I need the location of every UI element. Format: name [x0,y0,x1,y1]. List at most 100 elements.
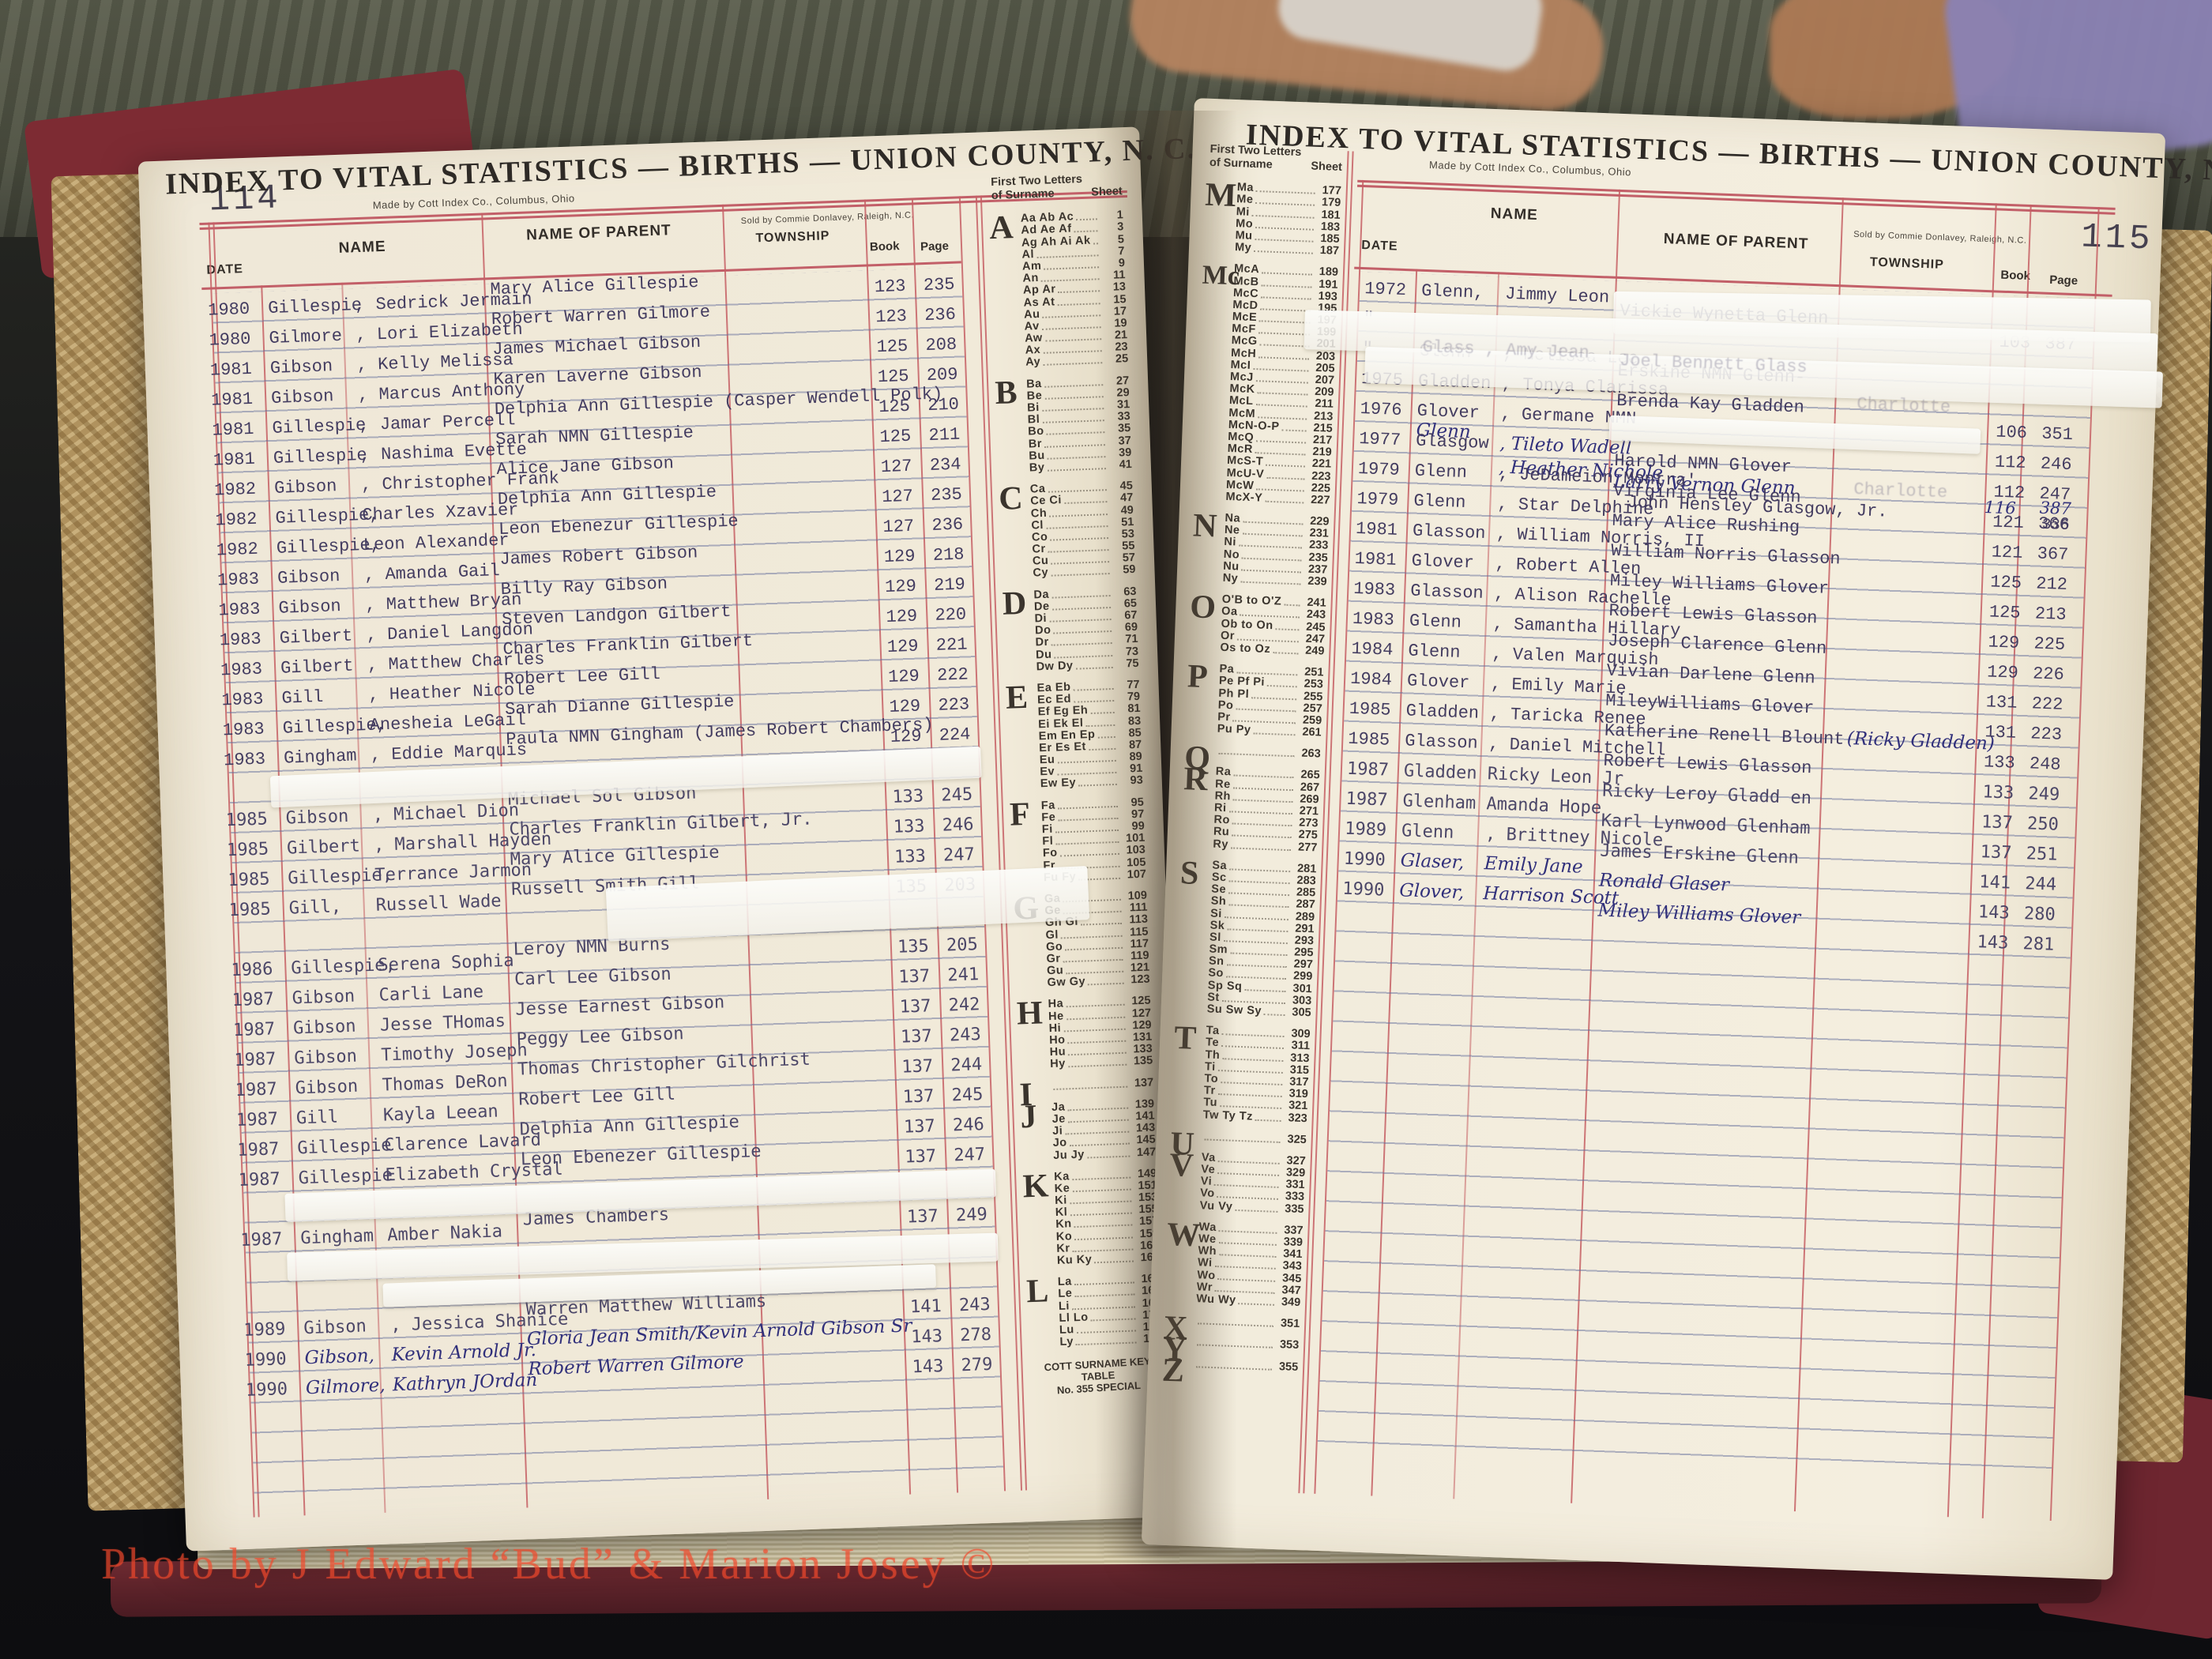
cell-giv: Amber Nakia [386,1221,503,1246]
cell-sur: Gibson, [304,1345,375,1369]
dotted-leader [1046,525,1108,529]
cell-page: 236 [931,514,964,536]
dotted-leader [1228,904,1289,908]
surname-key-letter: L [1025,1273,1050,1311]
surname-key-prefixes: Wi [1197,1256,1213,1270]
surname-key-sheet-number: 107 [1127,867,1147,882]
surname-key-letter: P [1187,658,1209,696]
dotted-leader [1226,964,1287,969]
dotted-leader [1228,892,1290,897]
dotted-leader [1240,581,1301,585]
cell-page: 279 [961,1354,993,1376]
dotted-leader [1054,654,1113,659]
dotted-leader [1263,1014,1285,1017]
cell-date: 1983 [1352,608,1395,630]
cell-book: 137 [902,1086,935,1108]
dotted-leader [1217,1160,1280,1164]
dotted-leader [1223,940,1288,944]
dotted-leader [1048,549,1109,553]
dotted-leader [1255,190,1315,194]
surname-key-group: B Ba 27 Be 29 Bi 31 Bl 33 Bo 35 Br 37 Bu 39 By 41 [994,374,1132,475]
cell-sur: Gibson [295,1076,359,1099]
cell-book: 137 [897,966,931,988]
dotted-leader [1198,1322,1274,1327]
cell-book: 125 [879,426,912,448]
cell-date: 1983 [222,719,265,741]
cell-date: 1983 [216,569,260,591]
dotted-leader [1081,923,1123,926]
cell-sur: Gibson [270,386,334,408]
dotted-leader [1085,724,1115,727]
cell-book: 125 [876,336,908,358]
cell-book: 133 [892,786,924,807]
surname-key-line: Ew Ey 93 [1040,774,1143,791]
cell-sur: Gibson [276,566,340,589]
surname-key-prefixes: Fa [1040,799,1056,812]
surname-key-prefixes: Pu Py [1217,722,1251,737]
dotted-leader [1086,1155,1130,1159]
cell-date: 1987 [234,1049,276,1071]
cell-date: 1972 [1364,279,1407,301]
surname-key-prefixes: Tr [1203,1084,1216,1098]
cell-date: 1985 [1349,698,1392,720]
surname-key-line: Tw Ty Tz 323 [1203,1108,1308,1125]
dotted-leader [1049,619,1112,623]
cell-page: 249 [955,1204,988,1226]
dotted-leader [1218,1254,1277,1258]
cell-book: 133 [1983,752,2016,773]
dotted-leader [1074,230,1098,233]
dotted-leader [1222,1057,1284,1062]
cell-page: 221 [935,634,968,656]
col-header-township: TOWNSHIP [1869,255,1945,272]
surname-key-prefixes: Go [1045,940,1063,954]
cell-page: 244 [2024,874,2057,895]
surname-key-group: T Ta 309 Te 311 Th 313 Ti 315 To 317 Tr 319 Tu 321 Tw T… [1174,1020,1311,1125]
surname-key-lines: Ea Eb 77 Ec Ed 79 Ef Eg Eh 81 Ei Ek El 83 Em En … [1036,679,1143,791]
surname-key-line: 355 [1194,1357,1298,1373]
surname-key-header-sheet: Sheet [1090,185,1123,199]
cell-date: 1987 [235,1079,278,1101]
surname-key-group: O O'B to O'Z 241 Oa 243 Ob to On 245 Or 247 Os to… [1190,589,1326,657]
dotted-leader [1048,489,1107,493]
dotted-leader [1067,1064,1127,1068]
cell-book: 123 [874,276,907,298]
surname-key-prefixes: Dw Dy [1036,659,1074,674]
surname-key-prefixes: Hi [1048,1021,1062,1035]
surname-key-prefixes: Gw Gy [1047,975,1086,990]
cell-page: 243 [949,1025,982,1046]
dotted-leader [1204,1138,1281,1143]
dotted-leader [1058,290,1100,294]
surname-key-prefixes: Kn [1055,1217,1072,1232]
surname-key-letter: B [994,374,1018,412]
surname-key-group: R Ra 265 Re 267 Rh 269 Ri 271 Ro 273 Ru 275 Ry 277 [1183,761,1320,854]
cell-date: 1985 [228,899,272,921]
cell-book: 112 116 [1984,482,2026,518]
col-header-parent: NAME OF PARENT [1663,230,1809,253]
cell-sur: Glenn [1413,491,1466,514]
cell-page: 241 [946,965,980,986]
surname-key-prefixes: Am [1021,259,1042,273]
cell-date: 1987 [232,1019,276,1041]
surname-key-prefixes: Ax [1025,344,1041,357]
dotted-leader [1255,202,1315,207]
dotted-leader [1090,1318,1136,1322]
dotted-leader [1073,687,1114,691]
surname-key-prefixes: Ji [1051,1124,1063,1138]
dotted-leader [1064,501,1108,505]
dotted-leader [1046,431,1105,436]
cell-sur: Glover, [1398,880,1465,904]
cell-date: 1983 [220,659,263,681]
surname-key-lines: 353 [1194,1336,1299,1352]
cell-book: 121 [1991,542,2023,563]
dotted-leader [1255,1119,1281,1122]
surname-key-prefixes: Sn [1208,954,1224,969]
cell-sur: Glover [1411,551,1475,574]
dotted-leader [1036,254,1099,258]
surname-key-prefixes: Vo [1199,1187,1215,1201]
surname-key-prefixes: Li [1058,1299,1070,1313]
surname-key-lines: McA189McB191McC193McD195McE197McF199McG2… [1225,262,1338,506]
cell-date: 1990 [1343,848,1386,871]
surname-key-prefixes: To [1204,1072,1219,1085]
surname-key-sheet-number: 323 [1288,1111,1308,1125]
